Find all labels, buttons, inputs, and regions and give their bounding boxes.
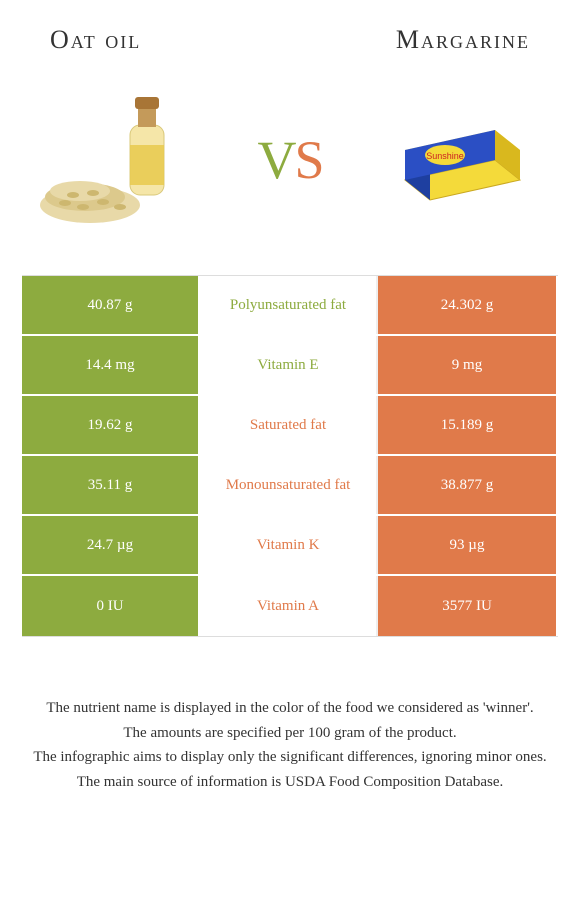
right-value: 24.302 g — [378, 276, 556, 334]
nutrient-label: Vitamin A — [200, 576, 378, 636]
left-value: 40.87 g — [22, 276, 200, 334]
header: Oat oil Margarine — [0, 0, 580, 65]
title-left: Oat oil — [50, 25, 141, 55]
nutrient-label: Vitamin E — [200, 336, 378, 394]
left-value: 24.7 µg — [22, 516, 200, 574]
right-value: 9 mg — [378, 336, 556, 394]
nutrient-label: Saturated fat — [200, 396, 378, 454]
table-row: 0 IUVitamin A3577 IU — [22, 576, 558, 636]
nutrient-label: Monounsaturated fat — [200, 456, 378, 514]
table-row: 19.62 gSaturated fat15.189 g — [22, 396, 558, 456]
comparison-table: 40.87 gPolyunsaturated fat24.302 g14.4 m… — [22, 275, 558, 637]
footnote-2: The amounts are specified per 100 gram o… — [20, 722, 560, 745]
vs-label: VS — [257, 129, 322, 191]
nutrient-label: Polyunsaturated fat — [200, 276, 378, 334]
vs-s: S — [294, 130, 322, 190]
footnotes: The nutrient name is displayed in the co… — [0, 697, 580, 793]
footnote-4: The main source of information is USDA F… — [20, 771, 560, 794]
table-row: 24.7 µgVitamin K93 µg — [22, 516, 558, 576]
left-value: 0 IU — [22, 576, 200, 636]
table-row: 35.11 gMonounsaturated fat38.877 g — [22, 456, 558, 516]
nutrient-label: Vitamin K — [200, 516, 378, 574]
left-value: 19.62 g — [22, 396, 200, 454]
vs-v: V — [257, 130, 294, 190]
table-row: 14.4 mgVitamin E9 mg — [22, 336, 558, 396]
left-value: 14.4 mg — [22, 336, 200, 394]
right-value: 38.877 g — [378, 456, 556, 514]
right-value: 93 µg — [378, 516, 556, 574]
svg-text:Sunshine: Sunshine — [426, 151, 464, 161]
images-row: VS Sunshine — [0, 65, 580, 275]
oat-oil-image — [30, 85, 210, 235]
left-value: 35.11 g — [22, 456, 200, 514]
footnote-3: The infographic aims to display only the… — [20, 746, 560, 769]
footnote-1: The nutrient name is displayed in the co… — [20, 697, 560, 720]
right-value: 15.189 g — [378, 396, 556, 454]
margarine-image: Sunshine — [370, 85, 550, 235]
table-row: 40.87 gPolyunsaturated fat24.302 g — [22, 276, 558, 336]
title-right: Margarine — [396, 25, 530, 55]
right-value: 3577 IU — [378, 576, 556, 636]
